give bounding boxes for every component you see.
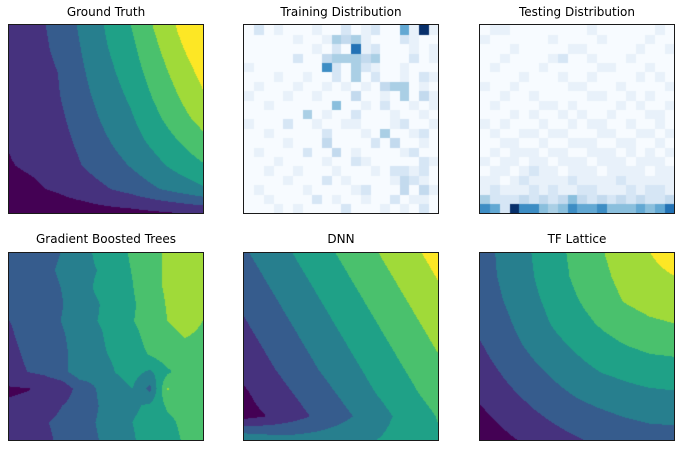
- tf-lattice-axes: [479, 252, 675, 441]
- tf-lattice-contour-plot: [480, 253, 674, 440]
- dnn-contour-plot: [244, 253, 438, 440]
- gradient-boosted-trees-contour-plot: [9, 253, 203, 440]
- panel-title-testing-distribution: Testing Distribution: [518, 5, 635, 19]
- gradient-boosted-trees-axes: [8, 252, 204, 441]
- testing-distribution-axes: [479, 24, 675, 214]
- panel-title-tf-lattice: TF Lattice: [547, 232, 607, 246]
- training-distribution-heatmap: [244, 25, 438, 213]
- panel-title-ground-truth: Ground Truth: [66, 5, 146, 19]
- testing-distribution-heatmap: [480, 25, 674, 213]
- panel-title-dnn: DNN: [327, 232, 355, 246]
- ground-truth-axes: [8, 24, 204, 214]
- panel-title-training-distribution: Training Distribution: [280, 5, 402, 19]
- panel-title-gradient-boosted-trees: Gradient Boosted Trees: [36, 232, 176, 246]
- dnn-axes: [243, 252, 439, 441]
- training-distribution-axes: [243, 24, 439, 214]
- ground-truth-contour-plot: [9, 25, 203, 213]
